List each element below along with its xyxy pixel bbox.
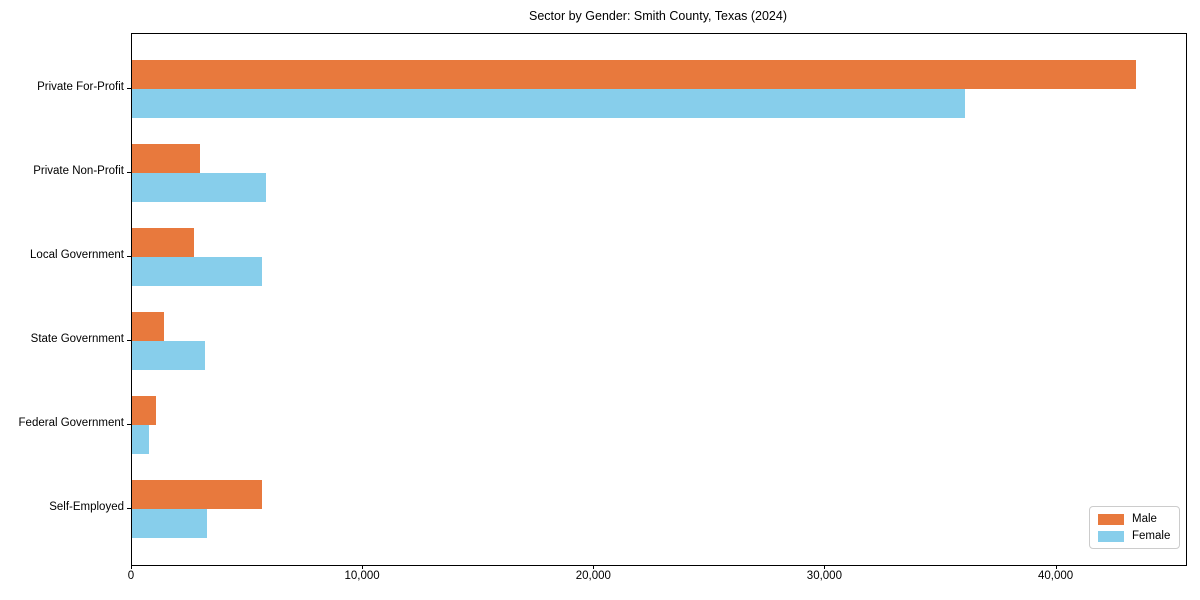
bar-female-state-government (132, 341, 205, 370)
ytick-label-private-for-profit: Private For-Profit (37, 81, 124, 93)
legend-swatch-male (1098, 513, 1124, 525)
bar-female-private-non-profit (132, 173, 267, 202)
bar-male-self-employed (132, 480, 263, 509)
ytick-mark-federal-government (127, 424, 131, 425)
bar-male-local-government (132, 228, 194, 257)
xtick-label-0: 0 (127, 570, 135, 582)
legend-label-female: Female (1132, 530, 1171, 542)
bar-male-private-non-profit (132, 144, 200, 173)
xtick-label-40000: 40,000 (1038, 570, 1074, 582)
bar-male-federal-government (132, 396, 156, 425)
ytick-mark-private-non-profit (127, 172, 131, 173)
xtick-label-20000: 20,000 (575, 570, 611, 582)
bar-female-self-employed (132, 509, 208, 538)
plot-area (131, 33, 1187, 566)
ytick-label-local-government: Local Government (30, 249, 124, 261)
xtick-label-10000: 10,000 (344, 570, 380, 582)
ytick-label-self-employed: Self-Employed (49, 501, 124, 513)
legend: Male Female (1089, 506, 1181, 549)
bar-female-federal-government (132, 425, 150, 454)
bar-male-state-government (132, 312, 165, 341)
legend-swatch-female (1098, 530, 1124, 542)
ytick-mark-local-government (127, 256, 131, 257)
bar-female-private-for-profit (132, 89, 965, 118)
xtick-mark-0 (131, 565, 132, 569)
ytick-label-federal-government: Federal Government (18, 417, 124, 429)
bar-male-private-for-profit (132, 60, 1136, 89)
ytick-mark-private-for-profit (127, 88, 131, 89)
ytick-label-private-non-profit: Private Non-Profit (33, 165, 124, 177)
legend-item-male: Male (1098, 513, 1170, 525)
ytick-label-state-government: State Government (30, 333, 124, 345)
ytick-mark-self-employed (127, 508, 131, 509)
legend-label-male: Male (1132, 513, 1157, 525)
xtick-mark-20000 (593, 565, 595, 569)
ytick-mark-state-government (127, 340, 131, 341)
xtick-mark-10000 (362, 565, 364, 569)
xtick-mark-30000 (824, 565, 826, 569)
xtick-label-30000: 30,000 (806, 570, 842, 582)
bar-female-local-government (132, 257, 263, 286)
chart-title: Sector by Gender: Smith County, Texas (2… (529, 9, 787, 23)
legend-item-female: Female (1098, 530, 1170, 542)
xtick-mark-40000 (1055, 565, 1057, 569)
